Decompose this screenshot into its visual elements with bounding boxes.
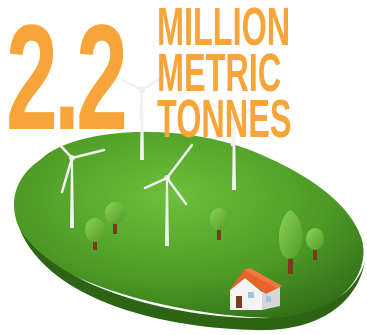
house (228, 268, 282, 310)
tree (85, 218, 105, 250)
grass-field (13, 131, 365, 331)
headline-unit-line: TONNES (157, 89, 292, 149)
headline-number: 2.2 (6, 0, 128, 161)
tree (105, 202, 125, 234)
tree (210, 208, 228, 240)
wind-turbine (210, 102, 264, 190)
wind-turbine (143, 143, 194, 246)
tree (279, 210, 303, 274)
wind-turbine (120, 72, 170, 160)
wind-turbine (58, 143, 106, 228)
tree (306, 228, 324, 260)
headline-unit-line: MILLION (157, 0, 291, 57)
headline-unit-line: METRIC (157, 43, 282, 103)
headline-unit: MILLION METRIC TONNES (157, 0, 292, 149)
